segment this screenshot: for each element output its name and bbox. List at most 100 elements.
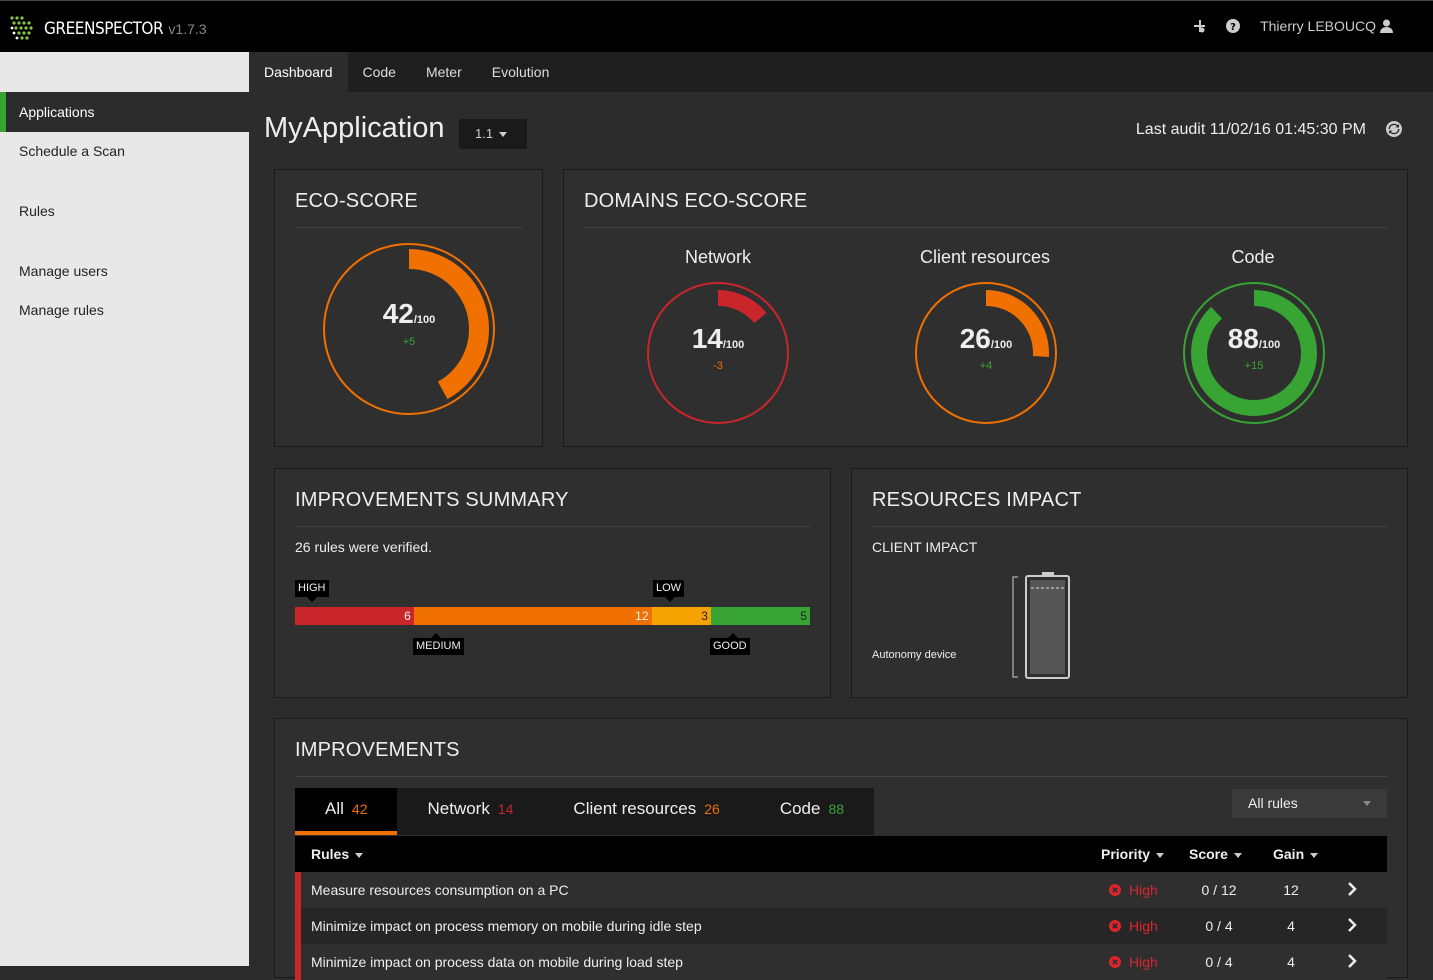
tab-client-resources[interactable]: Client resources 26 (543, 788, 749, 835)
rules-filter-select[interactable]: All rules (1232, 789, 1387, 818)
refresh-icon[interactable] (1385, 120, 1403, 143)
domain-client-label: Client resources (919, 247, 1051, 267)
plugin-icon[interactable] (1192, 19, 1206, 33)
sort-icon (1310, 852, 1319, 858)
chevron-right-icon[interactable] (1347, 882, 1357, 899)
tab-code-domain[interactable]: Code 88 (750, 788, 874, 835)
domain-network-max: /100 (722, 339, 745, 351)
domains-title: DOMAINS ECO-SCORE (584, 190, 808, 212)
column-priority[interactable]: Priority (1101, 846, 1165, 862)
domains-panel: DOMAINS ECO-SCORE Network 14/100 -3 Clie… (563, 169, 1408, 447)
column-rules[interactable]: Rules (311, 846, 364, 862)
score: 0 / 12 (1201, 882, 1237, 898)
chevron-right-icon[interactable] (1347, 954, 1357, 971)
domain-network-delta: -3 (713, 360, 723, 372)
eco-score-gauge (323, 243, 495, 415)
tab-client-label: Client resources (573, 799, 697, 818)
gauge-ring (323, 243, 495, 415)
tab-dashboard[interactable]: Dashboard (249, 52, 348, 92)
divider (872, 526, 1387, 527)
help-icon[interactable]: ? (1226, 19, 1241, 33)
eco-score-value: 42/100 (339, 298, 479, 330)
version-select[interactable]: 1.1 (459, 119, 527, 149)
table-row[interactable]: Measure resources consumption on a PC Hi… (295, 872, 1387, 908)
priority-label: High (1129, 882, 1158, 898)
chevron-right-icon[interactable] (1347, 918, 1357, 935)
domain-network-label: Network (684, 247, 751, 267)
battery-icon (1012, 572, 1070, 679)
column-gain-label: Gain (1273, 846, 1305, 862)
sort-icon (355, 852, 364, 858)
gauge-arc (655, 290, 781, 416)
gauge-ring (915, 282, 1057, 424)
eco-score-max: /100 (413, 314, 436, 326)
eco-score-number: 42 (382, 298, 414, 329)
table-row[interactable]: Minimize impact on process data on mobil… (295, 944, 1387, 980)
summary-text: 26 rules were verified. (295, 539, 432, 555)
chevron-down-icon (499, 132, 508, 138)
domain-code-max: /100 (1258, 339, 1281, 351)
autonomy-label: Autonomy device (872, 649, 957, 661)
rule-name: Minimize impact on process data on mobil… (311, 954, 683, 970)
brand-name: GREENSPECTOR (44, 19, 164, 39)
app-version: v1.7.3 (168, 21, 207, 37)
bar-segment-medium: 12 (413, 607, 652, 625)
tab-evolution[interactable]: Evolution (491, 64, 550, 80)
divider (295, 526, 810, 527)
tab-network[interactable]: Network 14 (397, 788, 543, 835)
sidebar: Applications Schedule a Scan Rules Manag… (0, 52, 249, 966)
sidebar-item-rules[interactable]: Rules (19, 203, 55, 219)
column-gain[interactable]: Gain (1273, 846, 1319, 862)
bar-segment-low: 3 (651, 607, 711, 625)
gain: 4 (1287, 954, 1295, 970)
domain-code-value: 88/100 (1184, 323, 1324, 355)
sort-icon (1233, 852, 1242, 858)
summary-panel: IMPROVEMENTS SUMMARY 26 rules were verif… (274, 468, 831, 698)
eco-score-panel: ECO-SCORE 42/100 +5 (274, 169, 543, 447)
domain-code-label: Code (1231, 247, 1275, 267)
domain-network-number: 14 (691, 323, 723, 354)
tab-code[interactable]: Code (362, 64, 396, 80)
score: 0 / 4 (1205, 954, 1233, 970)
priority-high-icon (1109, 920, 1121, 932)
improvements-tabs: All 42 Network 14 Client resources 26 Code 8… (295, 788, 875, 835)
sort-icon (1156, 852, 1165, 858)
gauge-arc (329, 249, 489, 409)
greenspector-logo-icon (10, 16, 33, 40)
resources-panel: RESOURCES IMPACT CLIENT IMPACT Autonomy … (851, 468, 1408, 698)
user-icon[interactable] (1380, 19, 1393, 33)
sidebar-item-manage-rules[interactable]: Manage rules (19, 302, 104, 318)
gauge-ring (647, 282, 789, 424)
score: 0 / 4 (1205, 918, 1233, 934)
tab-all-count: 42 (351, 801, 368, 817)
priority-label: High (1129, 918, 1158, 934)
version-select-value: 1.1 (475, 126, 494, 141)
main-nav: Dashboard Code Meter Evolution (249, 52, 1433, 92)
column-priority-label: Priority (1101, 846, 1151, 862)
rule-name: Measure resources consumption on a PC (311, 882, 569, 898)
top-bar: GREENSPECTOR v1.7.3 ? Thierry LEBOUCQ (0, 0, 1433, 52)
summary-title: IMPROVEMENTS SUMMARY (295, 489, 569, 511)
tab-all[interactable]: All 42 (295, 788, 398, 835)
column-rules-label: Rules (311, 846, 350, 862)
tab-meter[interactable]: Meter (425, 64, 462, 80)
divider (295, 227, 522, 228)
resources-title: RESOURCES IMPACT (872, 489, 1082, 511)
column-score[interactable]: Score (1189, 846, 1242, 862)
sidebar-item-manage-users[interactable]: Manage users (19, 263, 108, 279)
domain-client-number: 26 (959, 323, 991, 354)
sidebar-item-applications[interactable]: Applications (0, 92, 249, 132)
rules-filter-value: All rules (1248, 795, 1298, 811)
bar-segment-high: 6 (295, 607, 414, 625)
domain-network-value: 14/100 (648, 323, 788, 355)
tab-network-label: Network (427, 799, 490, 818)
table-header: Rules Priority Score Gain (295, 836, 1387, 872)
priority-high-icon (1109, 884, 1121, 896)
table-row[interactable]: Minimize impact on process memory on mob… (295, 908, 1387, 944)
client-impact-label: CLIENT IMPACT (872, 539, 978, 555)
domain-network-gauge (647, 282, 789, 424)
logo[interactable]: GREENSPECTOR v1.7.3 (8, 14, 207, 44)
user-name[interactable]: Thierry LEBOUCQ (1260, 18, 1376, 34)
improvements-title: IMPROVEMENTS (295, 739, 460, 761)
sidebar-item-schedule-scan[interactable]: Schedule a Scan (19, 143, 125, 159)
